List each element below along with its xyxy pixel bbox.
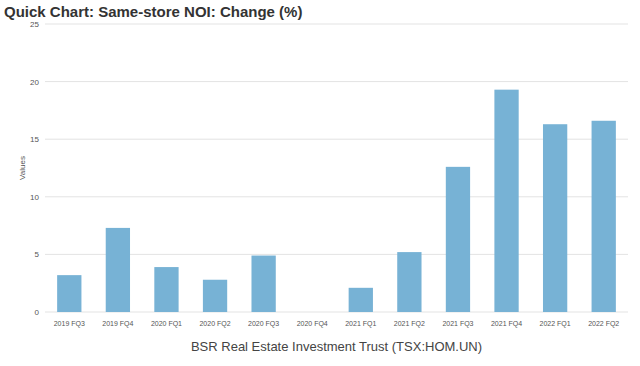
bar [251,256,275,312]
x-tick-label: 2021 FQ4 [491,320,522,328]
grid-line [45,254,628,255]
bar [446,167,470,312]
bar [543,124,567,312]
y-tick-label: 20 [30,78,39,87]
bar [106,228,130,312]
x-tick-label: 2020 FQ2 [199,320,230,328]
y-axis-label: Values [18,156,27,180]
grid-line [45,139,628,140]
title: Quick Chart: Same-store NOI: Change (%) [4,3,302,20]
x-axis-label: BSR Real Estate Investment Trust (TSX:HO… [191,339,482,354]
x-tick-label: 2019 FQ3 [54,320,85,328]
bar [203,280,227,312]
y-tick-label: 25 [30,20,39,29]
y-tick-label: 10 [30,193,39,202]
x-tick-label: 2020 FQ4 [297,320,328,328]
x-tick-label: 2022 FQ1 [540,320,571,328]
grid-line [45,312,628,313]
x-tick-label: 2021 FQ3 [442,320,473,328]
bars [57,90,616,312]
y-tick-label: 15 [30,135,39,144]
x-tick-label: 2021 FQ2 [394,320,425,328]
bar [592,121,616,312]
bar [397,252,421,312]
y-tick-label: 5 [35,250,40,259]
x-tick-label: 2021 FQ1 [345,320,376,328]
bar [57,275,81,312]
bar [154,267,178,312]
chart-container: Quick Chart: Same-store NOI: Change (%) 0… [0,0,640,366]
x-tick-label: 2019 FQ4 [102,320,133,328]
x-tick-label: 2022 FQ2 [588,320,619,328]
chart-svg: Quick Chart: Same-store NOI: Change (%) 0… [0,0,640,366]
grid-line [45,196,628,197]
grid-line [45,24,628,25]
x-tick-label: 2020 FQ3 [248,320,279,328]
y-tick-label: 0 [35,308,40,317]
grid-line [45,81,628,82]
bar [349,288,373,312]
bar [494,90,518,312]
x-tick-label: 2020 FQ1 [151,320,182,328]
